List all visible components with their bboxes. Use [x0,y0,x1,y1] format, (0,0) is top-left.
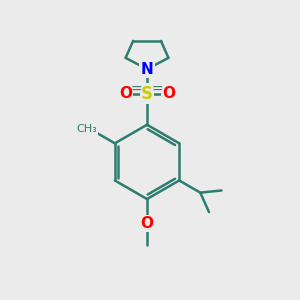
Text: CH₃: CH₃ [76,124,97,134]
Text: =: = [152,82,164,96]
Text: O: O [162,86,175,101]
Text: S: S [141,85,153,103]
Text: O: O [119,86,132,101]
Text: =: = [130,82,142,96]
Text: N: N [141,62,153,77]
Text: O: O [140,216,154,231]
